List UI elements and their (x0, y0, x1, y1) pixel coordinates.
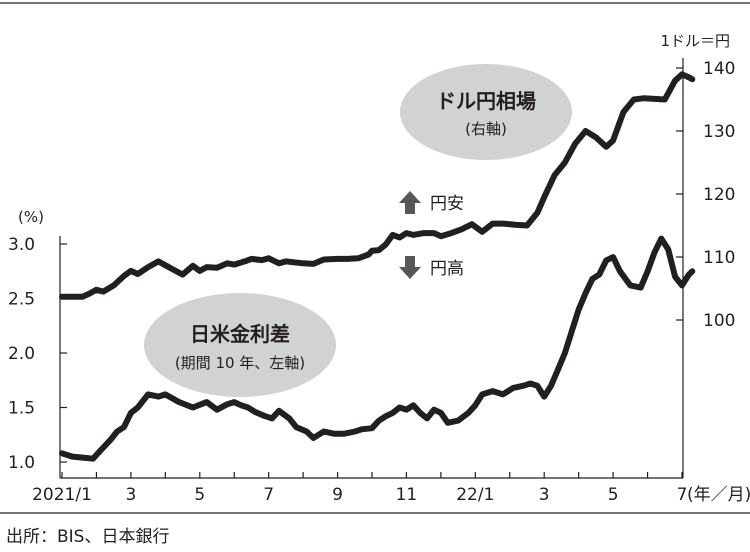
x-axis-tick-label: 5 (608, 485, 619, 505)
yen-weak-label: 円安 (430, 194, 464, 214)
right-axis-tick-label: 140 (703, 59, 735, 79)
x-axis-tick-label: 9 (332, 485, 343, 505)
left-axis-unit: (%) (18, 208, 44, 226)
x-axis-unit: (年／月) (687, 485, 750, 505)
left-axis-tick-label: 1.5 (8, 399, 35, 419)
left-axis-tick-label: 2.0 (8, 344, 35, 364)
usdjpy-series-line (59, 71, 696, 300)
series-group (59, 71, 696, 462)
right-axis-tick-label: 110 (703, 248, 735, 268)
spread-series-line (59, 235, 696, 462)
x-axis-tick-label: 7 (677, 485, 688, 505)
right-axis-tick-label: 130 (703, 122, 735, 142)
x-axis-tick-label: 5 (194, 485, 205, 505)
right-axis-unit: 1ドル＝円 (660, 32, 730, 50)
left-axis-tick-label: 3.0 (8, 235, 35, 255)
down-arrow-icon (399, 256, 421, 279)
left-axis-tick-label: 1.0 (8, 453, 35, 473)
yen-weak-annotation: 円安 (399, 191, 464, 214)
x-axis-tick-label: 2021/1 (32, 485, 92, 505)
x-axis-tick-label: 22/1 (456, 485, 494, 505)
usdjpy-series-sublabel: (右軸) (465, 120, 507, 138)
up-arrow-icon (399, 191, 421, 214)
yen-strong-annotation: 円高 (399, 256, 464, 279)
left-axis-tick-label: 2.5 (8, 290, 35, 310)
x-axis-tick-label: 3 (539, 485, 550, 505)
usdjpy-label-bubble (400, 64, 572, 160)
spread-label-bubble (144, 293, 336, 397)
usdjpy-series-label: ドル円相場 (436, 89, 536, 113)
x-axis-tick-label: 3 (125, 485, 136, 505)
spread-series-sublabel: (期間 10 年、左軸) (175, 354, 305, 372)
spread-series-label: 日米金利差 (190, 322, 290, 346)
x-axis-tick-label: 11 (396, 485, 418, 505)
right-axis-tick-label: 120 (703, 185, 735, 205)
yen-strong-label: 円高 (430, 259, 464, 279)
x-axis-tick-label: 7 (263, 485, 274, 505)
axes: 1.0 1.5 2.0 2.5 3.0 100 110 120 130 140 2021/1 3 5 7 9… (8, 58, 735, 505)
right-axis-tick-label: 100 (703, 311, 735, 331)
source-note: 出所：BIS、日本銀行 (6, 527, 169, 547)
